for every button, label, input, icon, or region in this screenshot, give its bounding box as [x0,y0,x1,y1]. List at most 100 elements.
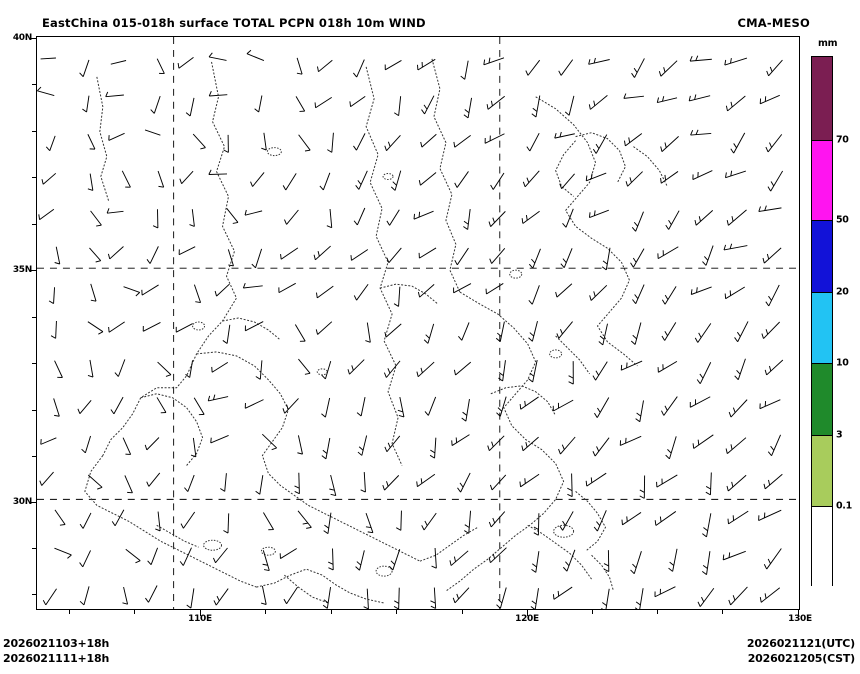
wind-barb [668,210,680,230]
wind-barb-feather [81,448,86,454]
wind-barb-feather [519,404,522,410]
wind-barb-feather [602,260,608,265]
wind-barb-feather [725,105,728,112]
wind-barb [737,321,749,342]
ytick-minor [32,548,36,549]
wind-barb-feather [145,597,149,603]
graticule [37,37,799,609]
wind-barb-feather [592,375,596,381]
wind-barb-feather [306,526,312,529]
wind-barb [450,550,469,566]
wind-barb-feather [355,566,360,571]
wind-barb [392,549,401,571]
wind-barb [590,284,608,301]
wind-barb-feather [39,480,43,486]
xtick-mark [200,610,202,616]
wind-barb-feather [114,372,119,377]
wind-barb-feather [726,485,729,492]
wind-barb [730,399,748,418]
wind-barb-feather [769,66,773,72]
wind-barb-feather [559,183,563,189]
wind-barb [764,473,783,490]
wind-barb-feather [398,415,405,418]
wind-barb [89,247,102,262]
wind-barb-feather [357,180,362,185]
wind-barb [558,321,573,339]
colorbar-band-5 [812,435,832,508]
wind-barb [602,323,608,346]
wind-barb-feather [596,521,601,526]
wind-barb-feather [147,560,152,565]
xtick-label-110e: 110E [188,614,212,624]
wind-barb [110,60,127,65]
wind-barb-feather [521,445,524,451]
wind-barb [87,134,96,150]
wind-barb-feather [387,442,391,448]
wind-barb [499,396,507,417]
wind-barb [491,248,506,264]
wind-barb-feather [488,221,492,227]
wind-barb-feather [730,444,733,450]
wind-barb [421,133,437,148]
colorbar-band-2 [812,221,832,293]
wind-barb [255,248,263,268]
wind-barb-feather [702,533,707,538]
xtick-minor [592,610,593,614]
wind-barb [178,56,194,69]
wind-barb-feather [158,185,164,188]
wind-barb-feather [498,377,503,382]
wind-barb [490,511,506,528]
wind-barb [766,359,784,376]
wind-barb-feather [633,221,638,227]
wind-barb [363,472,366,493]
wind-barb [398,96,402,116]
wind-barb-feather [532,563,537,568]
wind-barb [157,170,165,188]
wind-barb-feather [82,108,87,113]
wind-barb-feather [87,374,94,378]
wind-barb-feather [490,184,494,190]
wind-barb-feather [730,101,733,108]
wind-barb-feather [765,146,769,153]
wind-barb-feather [769,142,773,148]
wind-barb [327,512,332,534]
wind-barb [468,510,472,534]
wind-barb-feather [585,175,588,181]
wind-barb [259,475,264,495]
wind-barb-feather [313,254,316,260]
wind-barb-feather [261,147,267,151]
wind-barb [298,358,311,374]
wind-barb-feather [661,335,666,341]
wind-barb [208,56,227,61]
wind-barb-feather [531,568,537,573]
wind-barb [566,549,576,572]
wind-barb-feather [255,490,261,495]
wind-barb [384,475,400,491]
wind-barb-feather [388,565,394,571]
wind-barb [123,286,140,293]
wind-barb-feather [282,408,286,414]
wind-barb-feather [632,563,637,569]
wind-barb [356,207,366,226]
wind-barb [635,211,644,232]
wind-barb [724,57,748,66]
wind-barb-feather [728,552,731,558]
wind-barb-feather [135,292,141,297]
wind-barb [456,171,469,188]
wind-barb [737,358,746,380]
wind-barb-feather [489,484,493,491]
wind-barb-feather [639,495,645,499]
wind-barb [760,94,780,105]
wind-barb-feather [254,108,260,113]
wind-barb-feather [597,407,601,413]
wind-barb-feather [489,258,493,264]
wind-barb-feather [387,368,391,374]
wind-barb-feather [180,523,184,529]
wind-barb [261,585,267,605]
wind-barb-feather [731,216,734,222]
wind-barb [693,434,714,449]
wind-barb-feather [497,407,503,412]
wind-barb-feather [568,375,574,379]
wind-barb [699,587,715,607]
wind-barb-feather [356,561,362,566]
